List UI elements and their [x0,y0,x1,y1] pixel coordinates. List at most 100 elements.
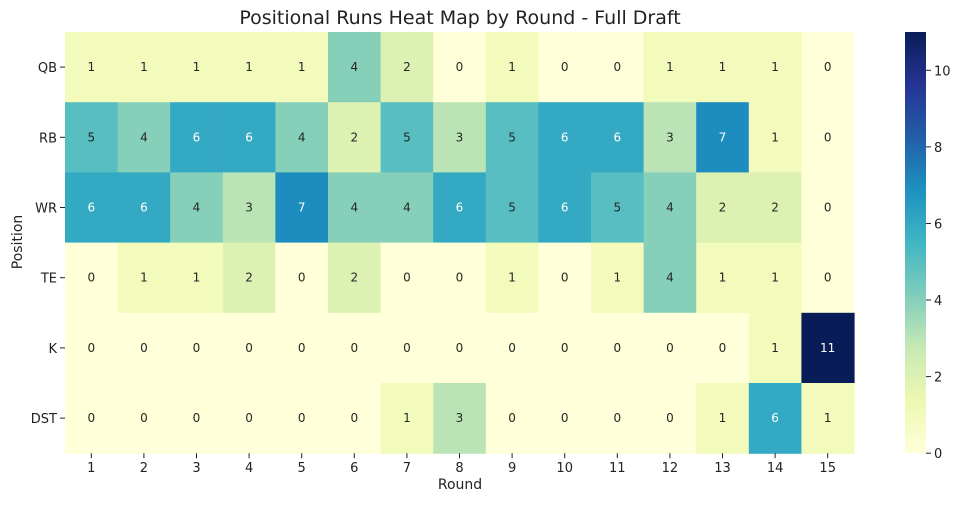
heatmap-cell [275,383,329,454]
heatmap-cell [117,383,171,454]
y-tick-label: QB [38,61,57,76]
cell-value-label: 1 [403,411,411,425]
y-tick-label: RB [39,131,57,146]
heatmap-cell [696,383,750,454]
cell-value-label: 0 [561,411,569,425]
x-tick-label: 12 [662,461,679,476]
cell-value-label: 2 [350,130,358,144]
cell-value-label: 1 [140,60,148,74]
cell-value-label: 0 [561,60,569,74]
heatmap-cell [222,312,276,384]
heatmap-cell [433,312,487,384]
heatmap-cell [328,172,382,244]
cell-value-label: 1 [824,411,832,425]
heatmap-cell [643,383,697,454]
y-tick-labels: QB RB WR TE K DST [31,61,65,427]
cell-value-label: 4 [666,201,674,215]
heatmap-cell [170,172,224,244]
heatmap-cell [117,102,171,173]
cell-value-label: 1 [193,271,201,285]
heatmap-cell [328,242,382,314]
heatmap-cell [170,383,224,454]
cell-value-label: 0 [140,341,148,355]
x-tick-label: 8 [455,461,463,476]
heatmap-cell [380,383,434,454]
heatmap-cell [275,172,329,244]
y-tick-label: K [48,342,57,357]
colorbar-tick-label: 0 [934,447,942,462]
cell-value-label: 1 [771,130,779,144]
cell-value-label: 6 [561,201,569,215]
heatmap-cell [801,242,855,314]
cell-value-label: 2 [403,60,411,74]
cell-value-label: 6 [87,201,95,215]
heatmap-cell [643,242,697,314]
heatmap-cell [485,102,539,173]
heatmap-cell [538,32,592,103]
heatmap-cell [748,32,802,103]
cell-value-label: 6 [193,130,201,144]
heatmap-cell [591,172,645,244]
heatmap-cell [328,102,382,173]
cell-value-label: 0 [824,130,832,144]
cell-value-label: 0 [666,411,674,425]
heatmap-cell [801,172,855,244]
heatmap-cell [643,172,697,244]
cell-value-label: 0 [245,341,253,355]
heatmap-cell [328,312,382,384]
y-axis-label: Position [10,215,26,270]
heatmap-cell [538,102,592,173]
heatmap-cell [275,312,329,384]
heatmap-cell [380,102,434,173]
cell-value-label: 0 [403,271,411,285]
cell-value-label: 4 [298,130,306,144]
heatmap-cell [170,32,224,103]
cell-value-label: 11 [820,341,835,355]
cell-value-label: 3 [456,411,464,425]
cell-value-label: 4 [403,201,411,215]
cell-value-label: 7 [719,130,727,144]
heatmap-cell [170,102,224,173]
cell-value-label: 0 [298,411,306,425]
colorbar-tick-label: 2 [934,371,942,386]
heatmap-cell [222,172,276,244]
cell-value-label: 2 [245,271,253,285]
cell-value-label: 1 [140,271,148,285]
x-tick-label: 1 [87,461,95,476]
cell-value-label: 5 [508,201,516,215]
heatmap-cell [65,172,119,244]
heatmap-cell [117,312,171,384]
heatmap-cell [485,383,539,454]
heatmap-cell [222,242,276,314]
cell-value-label: 6 [561,130,569,144]
cell-value-label: 4 [350,201,358,215]
heatmap-cell [696,312,750,384]
cell-value-label: 0 [87,411,95,425]
cell-value-label: 1 [298,60,306,74]
heatmap-cell [433,102,487,173]
cell-value-label: 0 [298,271,306,285]
cell-value-label: 0 [350,411,358,425]
cell-value-label: 0 [508,411,516,425]
heatmap-cell [275,102,329,173]
x-tick-label: 5 [298,461,306,476]
heatmap-cell [117,172,171,244]
cell-value-label: 6 [140,201,148,215]
cell-value-label: 0 [666,341,674,355]
x-tick-labels: 1 2 3 4 5 6 7 8 9 10 11 12 13 14 15 [87,453,836,476]
cell-value-label: 4 [140,130,148,144]
cell-value-label: 2 [719,201,727,215]
heatmap-cell [538,312,592,384]
x-axis-label: Round [438,477,482,493]
x-tick-label: 2 [140,461,148,476]
cell-value-label: 2 [771,201,779,215]
cell-value-label: 0 [403,341,411,355]
heatmap-cell [433,383,487,454]
cell-value-label: 1 [87,60,95,74]
cell-value-label: 1 [613,271,621,285]
heatmap-cell [801,383,855,454]
y-tick-label: WR [35,202,57,217]
cell-value-label: 0 [824,60,832,74]
heatmap-cell [380,242,434,314]
